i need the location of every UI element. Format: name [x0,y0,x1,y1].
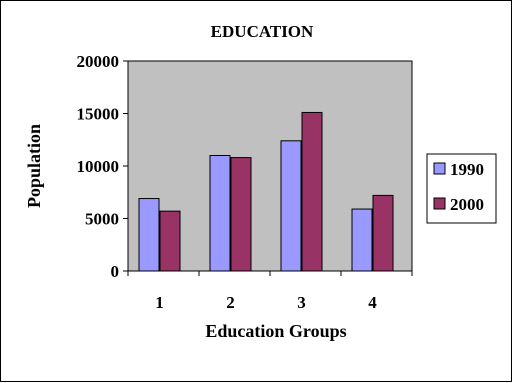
legend-label-2000: 2000 [450,195,484,214]
x-tick-label: 4 [368,293,377,312]
y-tick-label: 0 [111,262,120,281]
bar-1990-group-1 [138,198,160,272]
y-tick-label: 10000 [77,157,120,176]
legend-label-1990: 1990 [450,160,484,179]
chart-title: EDUCATION [211,22,314,41]
x-tick-label: 3 [297,293,306,312]
bar-2000-group-3 [301,111,323,272]
legend-swatch-1990 [433,162,446,175]
x-axis-title: Education Groups [205,321,346,341]
bar-1990-group-2 [209,155,231,272]
y-tick-label: 5000 [85,210,119,229]
legend: 1990 2000 [426,153,497,224]
bars-group [138,111,394,272]
bar-2000-group-4 [372,194,394,272]
x-tick-label: 1 [155,293,164,312]
y-axis-title: Population [24,124,44,208]
bar-2000-group-2 [230,157,252,272]
y-tick-label: 20000 [77,52,120,71]
y-tick-label: 15000 [77,105,120,124]
axes-group: 0 5000 10000 15000 20000 1 2 3 4 [77,52,413,312]
bar-2000-group-1 [159,210,181,272]
bar-1990-group-4 [351,208,373,272]
x-tick-label: 2 [226,293,235,312]
legend-swatch-2000 [433,197,446,210]
bar-1990-group-3 [280,140,302,272]
